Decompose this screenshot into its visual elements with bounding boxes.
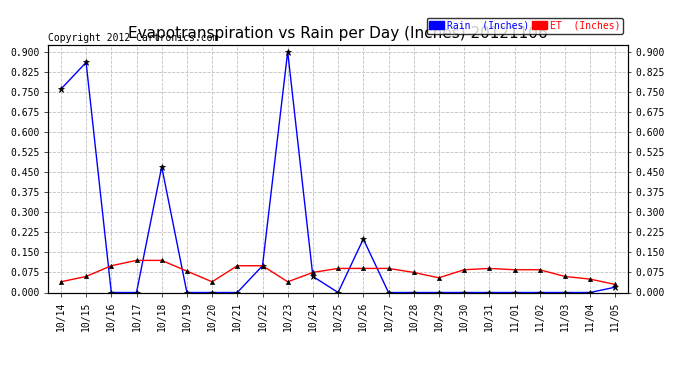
Legend: Rain  (Inches), ET  (Inches): Rain (Inches), ET (Inches): [426, 18, 623, 33]
Title: Evapotranspiration vs Rain per Day (Inches) 20121106: Evapotranspiration vs Rain per Day (Inch…: [128, 26, 548, 41]
Text: Copyright 2012 Cartronics.com: Copyright 2012 Cartronics.com: [48, 33, 219, 42]
